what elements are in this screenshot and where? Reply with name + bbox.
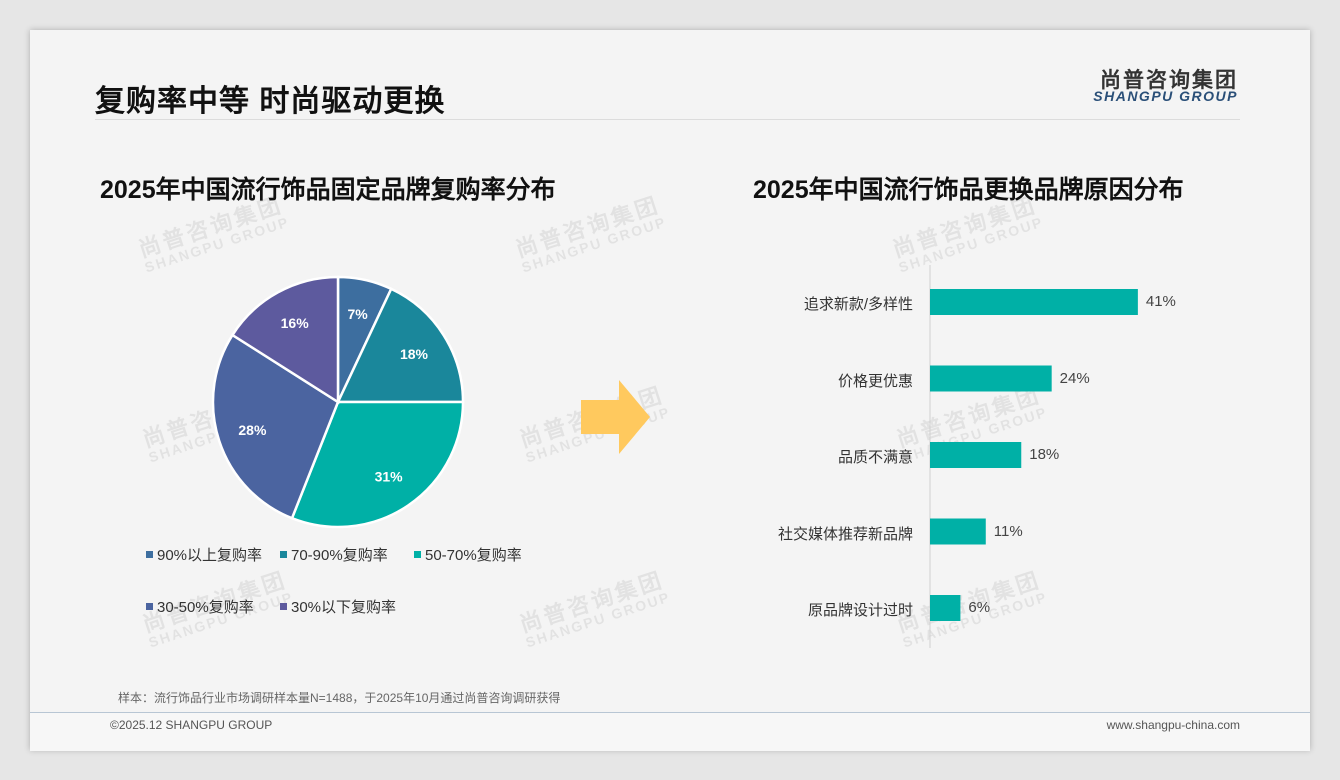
pie-data-label: 18%	[400, 346, 429, 362]
pie-data-label: 7%	[348, 306, 369, 322]
logo-text-en: SHANGPU GROUP	[1093, 88, 1238, 104]
legend-swatch	[280, 551, 287, 558]
bar	[930, 442, 1022, 468]
pie-data-label: 31%	[375, 468, 404, 484]
legend-item: 70-90%复购率	[280, 544, 388, 565]
bar-data-label: 11%	[993, 522, 1023, 540]
bar	[930, 518, 986, 545]
legend-label: 50-70%复购率	[425, 547, 522, 564]
bar-data-label: 6%	[968, 599, 991, 616]
bar-category-label: 品质不满意	[837, 449, 913, 466]
pie-slice	[230, 275, 340, 405]
bar	[930, 595, 961, 621]
arrow-right-icon	[581, 380, 650, 454]
bar-category-label: 社交媒体推荐新品牌	[777, 525, 913, 543]
legend-item: 50-70%复购率	[414, 544, 522, 565]
pie-slice	[211, 333, 340, 520]
bar-category-label: 原品牌设计过时	[807, 602, 913, 619]
legend-item: 30%以下复购率	[280, 596, 396, 617]
header-divider	[95, 119, 1240, 120]
bar	[930, 365, 1052, 392]
logo-text-cn: 尚普咨询集团	[1100, 69, 1238, 92]
charts-canvas: 7% 18% 31% 28% 16%	[211, 265, 1138, 648]
legend-item: 90%以上复购率	[146, 544, 262, 565]
website-link[interactable]: www.shangpu-china.com	[1106, 718, 1240, 732]
legend-label: 70-90%复购率	[291, 547, 388, 564]
bar-data-label: 18%	[1029, 446, 1060, 463]
bar-chart-title: 2025年中国流行饰品更换品牌原因分布	[753, 176, 1184, 204]
bar-data-label: 41%	[1145, 293, 1176, 310]
pie-chart-title: 2025年中国流行饰品固定品牌复购率分布	[100, 176, 556, 204]
pie-slice	[290, 400, 465, 529]
pie-data-label: 28%	[238, 422, 267, 438]
bar-data-label: 24%	[1059, 369, 1090, 387]
legend-swatch	[146, 603, 153, 610]
bar-category-label: 追求新款/多样性	[803, 296, 913, 313]
bar	[930, 289, 1138, 315]
sample-note: 样本：流行饰品行业市场调研样本量N=1488，于2025年10月通过尚普咨询调研…	[118, 691, 561, 705]
copyright: ©2025.12 SHANGPU GROUP	[110, 718, 273, 732]
legend-label: 30%以下复购率	[291, 599, 397, 616]
legend-swatch	[146, 551, 153, 558]
legend-label: 30-50%复购率	[157, 599, 254, 616]
pie-slice	[336, 287, 465, 404]
legend-label: 90%以上复购率	[157, 547, 263, 564]
bar-category-label: 价格更优惠	[837, 372, 913, 390]
footer-bar	[30, 712, 1310, 751]
pie-data-label: 16%	[281, 315, 310, 331]
slide: 复购率中等 时尚驱动更换 尚普咨询集团 SHANGPU GROUP 尚普咨询集团…	[30, 30, 1310, 751]
legend-swatch	[280, 603, 287, 610]
page-title: 复购率中等 时尚驱动更换	[95, 85, 446, 118]
legend-swatch	[414, 551, 421, 558]
legend-item: 30-50%复购率	[146, 596, 254, 617]
